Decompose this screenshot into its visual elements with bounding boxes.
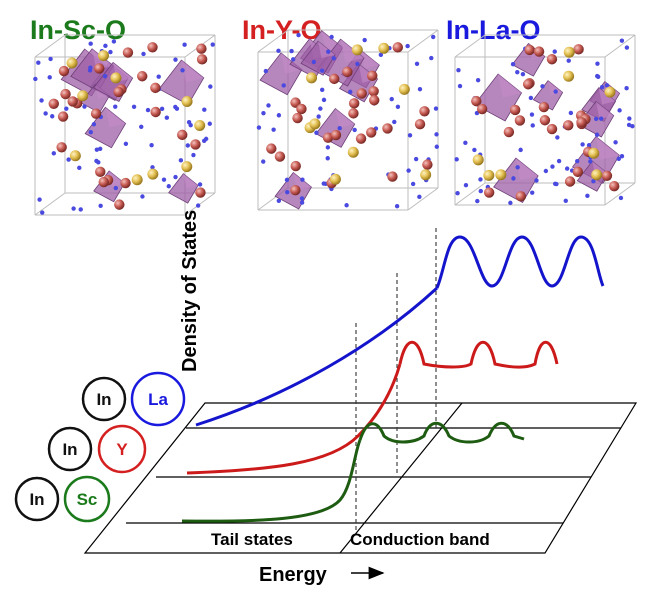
badge-in-la: In La bbox=[81, 371, 186, 427]
band-peaks-y bbox=[398, 341, 559, 369]
badge-in-la-dopant-text: La bbox=[148, 390, 168, 409]
y-axis-label: Density of States bbox=[179, 210, 201, 372]
dos-curve-la bbox=[195, 286, 439, 427]
grid-outline bbox=[83, 402, 638, 554]
structure-in-la-o bbox=[454, 34, 636, 206]
badge-in-y-dopant bbox=[97, 424, 147, 474]
badge-in-la-host-text: In bbox=[96, 390, 111, 409]
badge-in-sc-dopant-text: Sc bbox=[77, 490, 98, 509]
region-label-tail: Tail states bbox=[211, 530, 293, 549]
band-peaks-sc bbox=[358, 421, 525, 444]
dos-curve-sc bbox=[181, 439, 362, 523]
badge-in-y: In Y bbox=[47, 424, 147, 474]
badge-in-y-dopant-text: Y bbox=[116, 440, 128, 459]
badge-in-y-host bbox=[47, 426, 93, 472]
badge-in-sc-host-text: In bbox=[29, 490, 44, 509]
badge-in-sc: In Sc bbox=[14, 475, 111, 523]
band-peaks-la bbox=[435, 235, 605, 289]
badge-in-sc-host bbox=[14, 476, 60, 522]
badge-in-y-host-text: In bbox=[62, 440, 77, 459]
badge-in-la-host bbox=[81, 376, 127, 422]
badge-in-la-dopant bbox=[130, 371, 186, 427]
region-label-conduction: Conduction band bbox=[350, 530, 490, 549]
grid-planes bbox=[83, 402, 638, 554]
grid-divider bbox=[339, 402, 463, 554]
structure-in-sc-o bbox=[33, 34, 216, 216]
title-in-sc-o: In-Sc-O bbox=[30, 15, 126, 45]
dos-curve-y bbox=[186, 363, 402, 475]
structure-in-y-o bbox=[256, 29, 440, 211]
badge-in-sc-dopant bbox=[63, 475, 111, 523]
title-in-la-o: In-La-O bbox=[446, 15, 541, 45]
x-axis-label: Energy bbox=[259, 564, 328, 586]
